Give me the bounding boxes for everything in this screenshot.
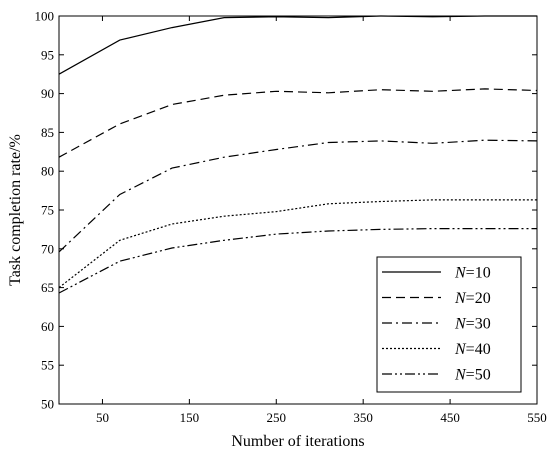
- series-line-4: [58, 199, 537, 289]
- legend-variable: N: [454, 265, 467, 282]
- legend-variable: N: [454, 316, 467, 333]
- legend-value: =20: [466, 290, 491, 307]
- legend-entry-5: N=50: [454, 367, 491, 384]
- series-lines: [58, 15, 538, 294]
- x-tick-labels: 50 150 250 350 450 550: [96, 410, 547, 425]
- series-line-1: [58, 15, 537, 75]
- y-tick-label: 65: [41, 280, 54, 295]
- legend-entry-1: N=10: [454, 265, 491, 282]
- y-tick-label: 100: [35, 9, 55, 24]
- y-tick-label: 90: [41, 86, 54, 101]
- series-line-2: [58, 88, 538, 158]
- legend-value: =50: [466, 367, 491, 384]
- legend-entry-3: N=30: [454, 316, 491, 333]
- x-tick-label: 550: [527, 410, 547, 425]
- legend-entry-4: N=40: [454, 341, 491, 358]
- legend-variable: N: [454, 367, 467, 384]
- legend-box: [376, 256, 522, 393]
- x-tick-label: 350: [353, 410, 373, 425]
- y-tick-label: 50: [41, 397, 54, 412]
- x-tick-label: 150: [180, 410, 200, 425]
- series-line-5: [58, 228, 537, 294]
- y-tick-label: 95: [41, 47, 54, 62]
- legend-entry-2: N=20: [454, 290, 491, 307]
- x-tick-label: 450: [440, 410, 460, 425]
- legend-value: =30: [466, 316, 491, 333]
- series-line-3: [58, 139, 538, 253]
- y-tick-label: 75: [41, 203, 54, 218]
- y-axis-label: Task completion rate/%: [7, 134, 24, 286]
- legend-value: =10: [466, 265, 491, 282]
- y-tick-label: 85: [41, 125, 54, 140]
- y-tick-label: 60: [41, 319, 54, 334]
- legend-variable: N: [454, 290, 467, 307]
- x-axis-label: Number of iterations: [231, 433, 364, 450]
- y-tick-labels: 50 55 60 65 70 75 80 85 90 95 100: [35, 9, 55, 412]
- y-tick-label: 80: [41, 164, 54, 179]
- y-tick-label: 70: [41, 241, 54, 256]
- y-tick-label: 55: [41, 358, 54, 373]
- x-tick-label: 250: [267, 410, 287, 425]
- legend: N=10N=20N=30N=40N=50: [376, 256, 522, 393]
- legend-value: =40: [466, 341, 491, 358]
- legend-variable: N: [454, 341, 467, 358]
- x-tick-label: 50: [96, 410, 109, 425]
- plot-frame: [58, 15, 538, 405]
